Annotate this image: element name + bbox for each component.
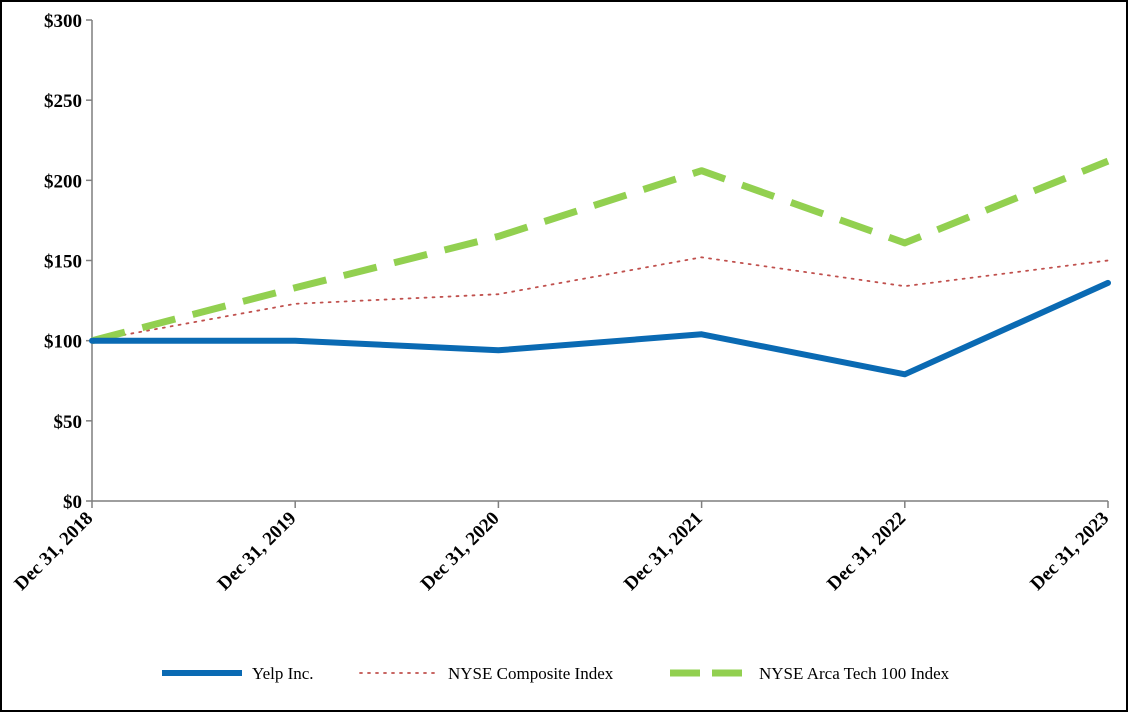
x-tick-label: Dec 31, 2022 <box>823 508 910 595</box>
y-tick-label: $250 <box>44 91 82 112</box>
x-tick-label: Dec 31, 2020 <box>417 508 504 595</box>
y-tick-label: $300 <box>44 11 82 32</box>
legend-label-yelp-inc: Yelp Inc. <box>252 664 314 683</box>
series-line-yelp-inc <box>89 279 1111 378</box>
y-tick-label: $150 <box>44 252 82 273</box>
x-tick-label: Dec 31, 2021 <box>620 508 707 595</box>
x-tick-label: Dec 31, 2019 <box>214 508 301 595</box>
series-layer <box>89 157 1111 378</box>
series-line-nyse-arca-tech-100-index <box>91 157 1110 345</box>
series-line-nyse-composite-index <box>91 256 1109 342</box>
y-tick-label: $0 <box>63 492 82 513</box>
legend-label-nyse-composite-index: NYSE Composite Index <box>448 664 614 683</box>
legend: Yelp Inc. NYSE Composite Index NYSE Arca T… <box>162 664 950 683</box>
y-tick-label: $200 <box>44 171 82 192</box>
y-tick-label: $100 <box>44 332 82 353</box>
y-tick-label: $50 <box>54 412 83 433</box>
legend-label-nyse-arca-tech-100-index: NYSE Arca Tech 100 Index <box>759 664 950 683</box>
x-tick-label: Dec 31, 2018 <box>10 508 97 595</box>
axes: $0 $50 $100 $150 $200 $250 $300 Dec 31, 2018 Dec… <box>10 11 1113 595</box>
x-tick-label: Dec 31, 2023 <box>1026 508 1113 595</box>
